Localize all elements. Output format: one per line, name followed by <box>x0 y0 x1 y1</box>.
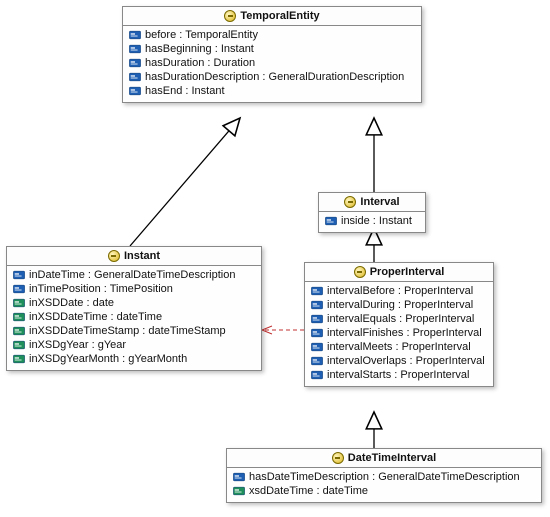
class-icon <box>108 250 120 262</box>
property-row: before : TemporalEntity <box>127 28 417 42</box>
instant-to-temporal <box>130 118 240 246</box>
class-dateTimeInterval-header: DateTimeInterval <box>227 449 541 468</box>
class-icon <box>344 196 356 208</box>
property-row: intervalEquals : ProperInterval <box>309 312 489 326</box>
property-label: hasDurationDescription : GeneralDuration… <box>145 71 404 83</box>
property-row: hasBeginning : Instant <box>127 42 417 56</box>
property-label: intervalBefore : ProperInterval <box>327 285 473 297</box>
property-label: inXSDDateTimeStamp : dateTimeStamp <box>29 325 226 337</box>
class-temporalEntity: TemporalEntity before : TemporalEntity h… <box>122 6 422 103</box>
property-row: inside : Instant <box>323 214 421 228</box>
property-row: inTimePosition : TimePosition <box>11 282 257 296</box>
class-icon <box>354 266 366 278</box>
property-label: hasEnd : Instant <box>145 85 225 97</box>
class-instant-header: Instant <box>7 247 261 266</box>
class-instant-body: inDateTime : GeneralDateTimeDescription … <box>7 266 261 370</box>
property-label: xsdDateTime : dateTime <box>249 485 368 497</box>
property-label: intervalOverlaps : ProperInterval <box>327 355 485 367</box>
property-row: inXSDDate : date <box>11 296 257 310</box>
class-title: DateTimeInterval <box>348 452 436 464</box>
class-properInterval-body: intervalBefore : ProperInterval interval… <box>305 282 493 386</box>
property-label: intervalMeets : ProperInterval <box>327 341 471 353</box>
property-row: inXSDDateTimeStamp : dateTimeStamp <box>11 324 257 338</box>
class-dateTimeInterval-body: hasDateTimeDescription : GeneralDateTime… <box>227 468 541 502</box>
property-label: inXSDgYearMonth : gYearMonth <box>29 353 187 365</box>
class-title: TemporalEntity <box>240 10 319 22</box>
property-row: inDateTime : GeneralDateTimeDescription <box>11 268 257 282</box>
property-row: intervalBefore : ProperInterval <box>309 284 489 298</box>
property-row: hasDateTimeDescription : GeneralDateTime… <box>231 470 537 484</box>
property-label: inXSDDateTime : dateTime <box>29 311 162 323</box>
class-interval-header: Interval <box>319 193 425 212</box>
class-interval: Interval inside : Instant <box>318 192 426 233</box>
property-row: intervalStarts : ProperInterval <box>309 368 489 382</box>
property-label: inTimePosition : TimePosition <box>29 283 173 295</box>
property-row: hasEnd : Instant <box>127 84 417 98</box>
property-label: inXSDgYear : gYear <box>29 339 126 351</box>
class-icon <box>332 452 344 464</box>
property-row: inXSDgYear : gYear <box>11 338 257 352</box>
class-temporalEntity-header: TemporalEntity <box>123 7 421 26</box>
property-label: hasDateTimeDescription : GeneralDateTime… <box>249 471 520 483</box>
property-label: intervalDuring : ProperInterval <box>327 299 473 311</box>
property-row: inXSDDateTime : dateTime <box>11 310 257 324</box>
class-properInterval-header: ProperInterval <box>305 263 493 282</box>
class-icon <box>224 10 236 22</box>
property-row: hasDurationDescription : GeneralDuration… <box>127 70 417 84</box>
property-row: intervalOverlaps : ProperInterval <box>309 354 489 368</box>
property-label: inDateTime : GeneralDateTimeDescription <box>29 269 235 281</box>
property-label: hasBeginning : Instant <box>145 43 254 55</box>
class-title: Interval <box>360 196 399 208</box>
property-label: intervalStarts : ProperInterval <box>327 369 469 381</box>
property-label: inXSDDate : date <box>29 297 114 309</box>
class-instant: Instant inDateTime : GeneralDateTimeDesc… <box>6 246 262 371</box>
property-row: intervalDuring : ProperInterval <box>309 298 489 312</box>
property-row: hasDuration : Duration <box>127 56 417 70</box>
class-title: Instant <box>124 250 160 262</box>
class-temporalEntity-body: before : TemporalEntity hasBeginning : I… <box>123 26 421 102</box>
class-interval-body: inside : Instant <box>319 212 425 232</box>
property-row: intervalFinishes : ProperInterval <box>309 326 489 340</box>
property-label: intervalEquals : ProperInterval <box>327 313 474 325</box>
class-properInterval: ProperInterval intervalBefore : ProperIn… <box>304 262 494 387</box>
property-row: intervalMeets : ProperInterval <box>309 340 489 354</box>
class-title: ProperInterval <box>370 266 445 278</box>
property-label: before : TemporalEntity <box>145 29 258 41</box>
property-label: hasDuration : Duration <box>145 57 255 69</box>
property-row: xsdDateTime : dateTime <box>231 484 537 498</box>
class-dateTimeInterval: DateTimeInterval hasDateTimeDescription … <box>226 448 542 503</box>
property-label: intervalFinishes : ProperInterval <box>327 327 482 339</box>
property-label: inside : Instant <box>341 215 412 227</box>
property-row: inXSDgYearMonth : gYearMonth <box>11 352 257 366</box>
